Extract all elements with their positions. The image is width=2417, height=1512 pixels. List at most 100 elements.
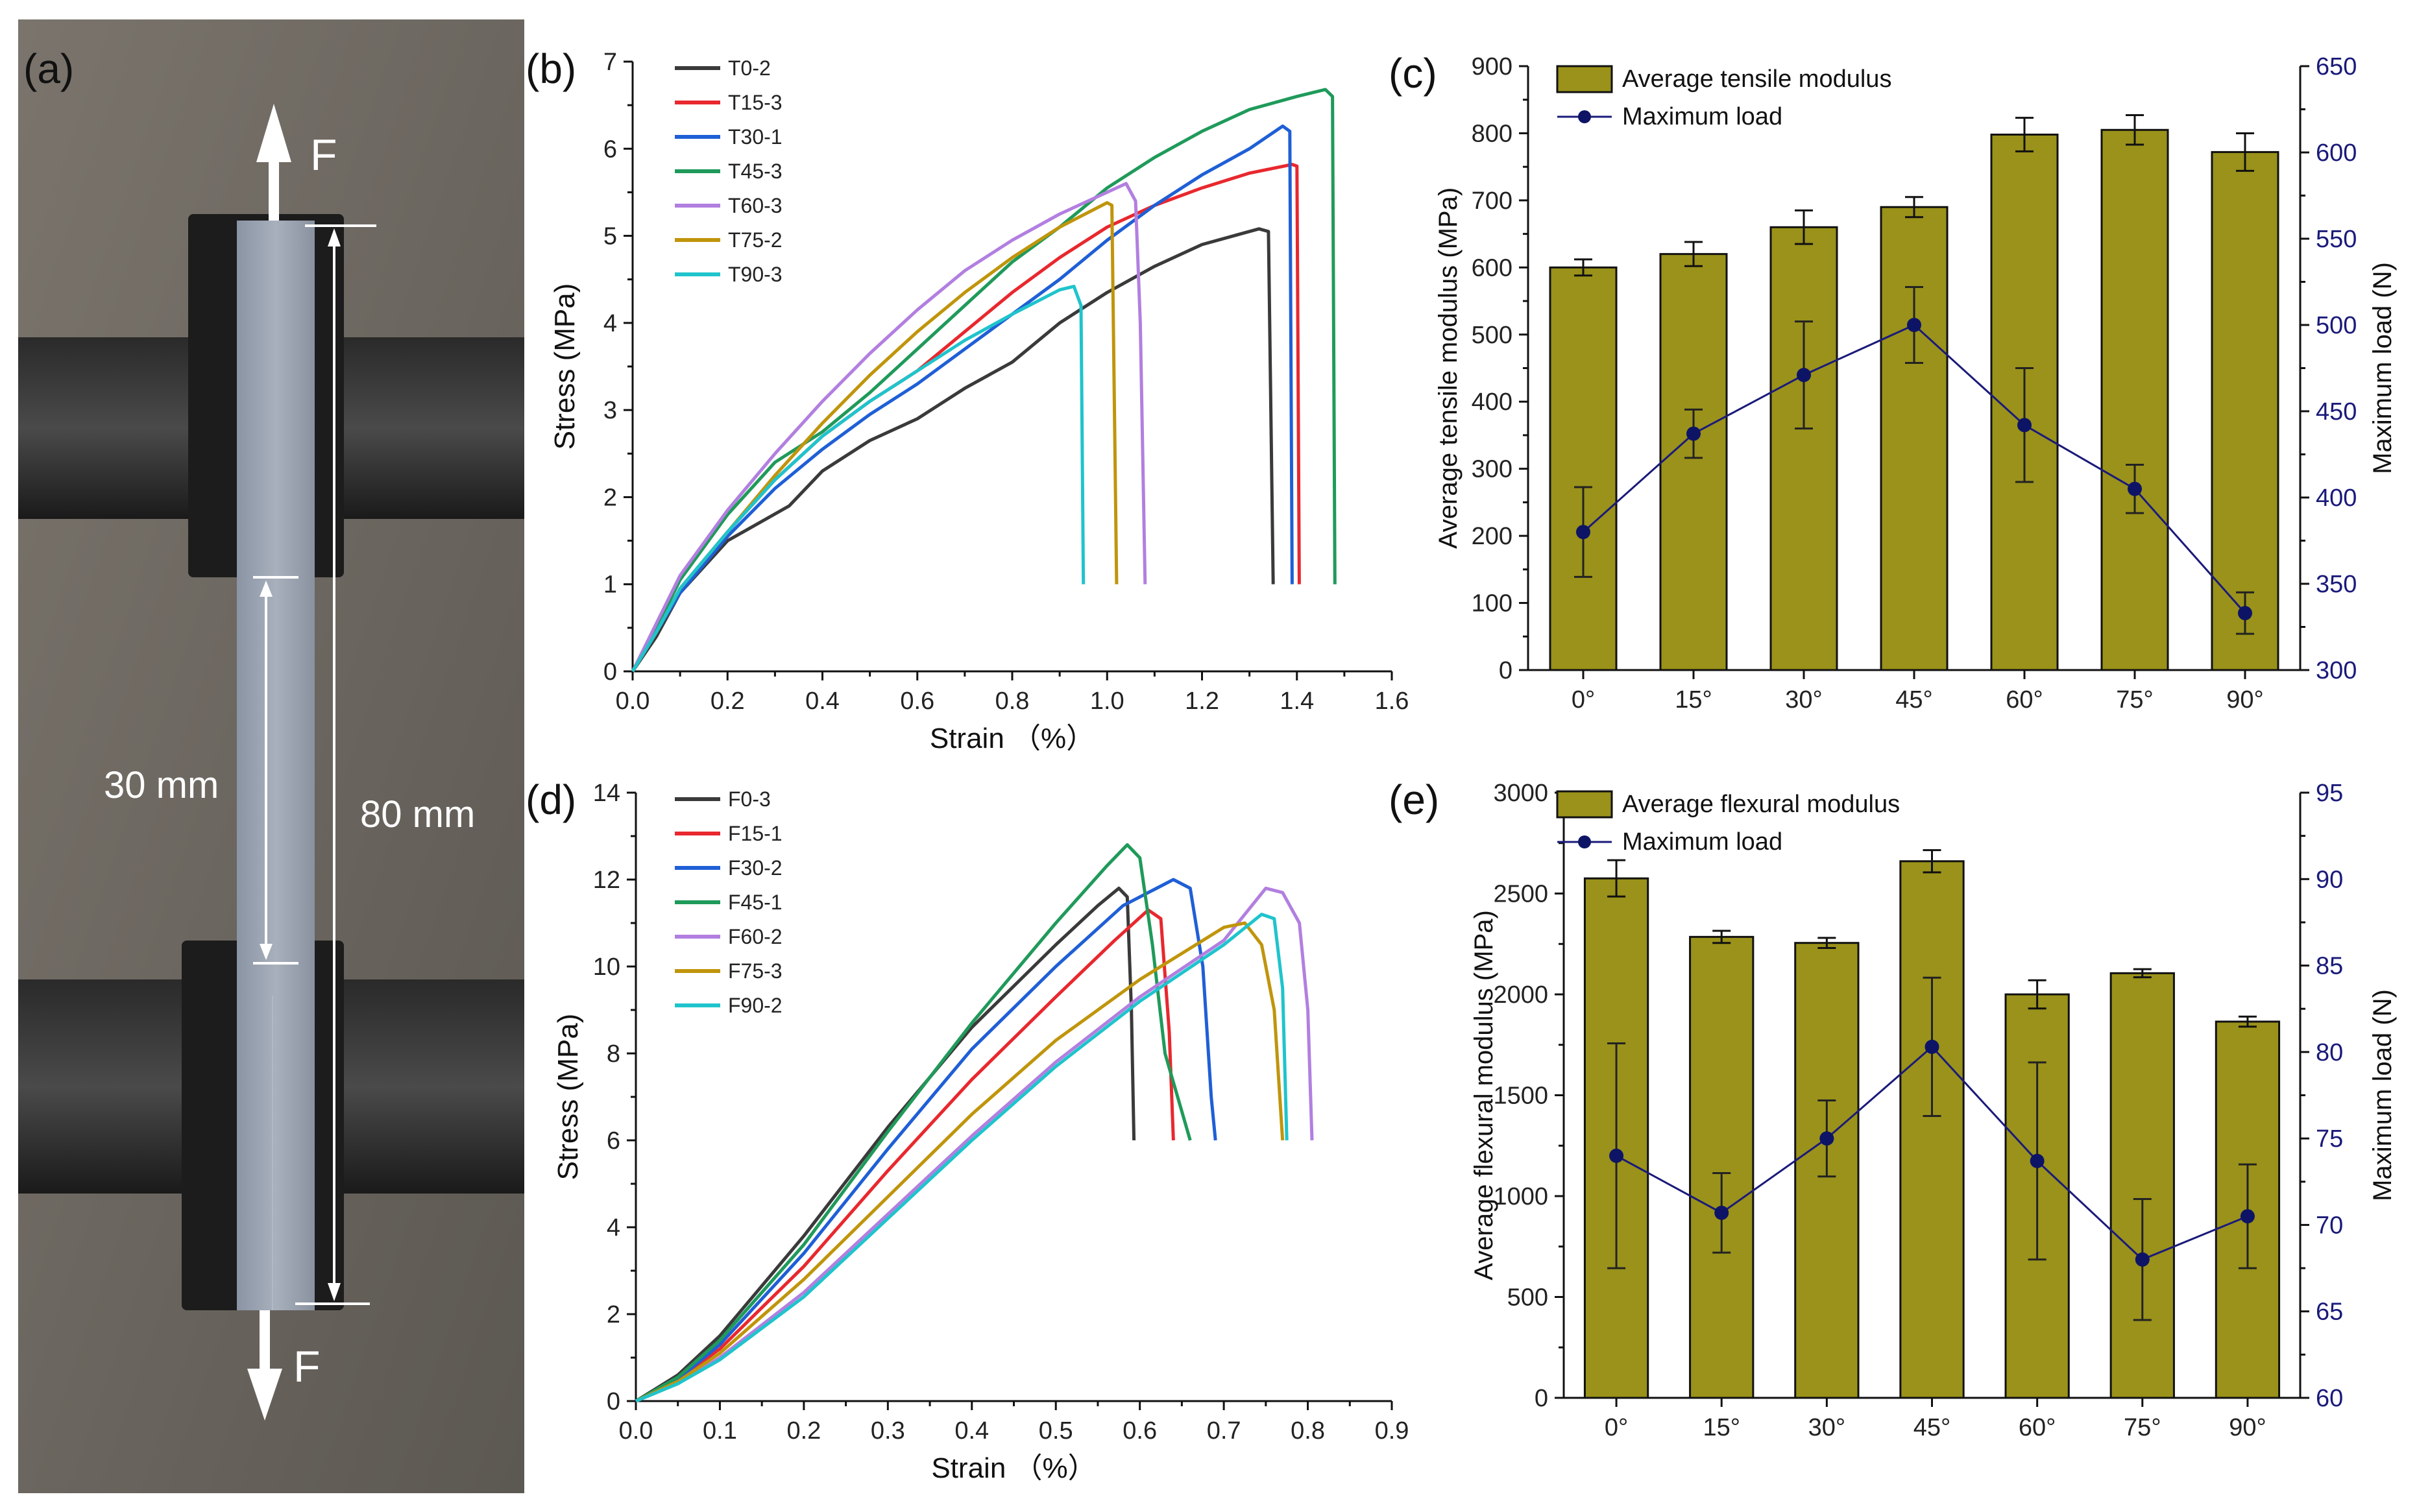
y-axis-title: Stress (MPa) (549, 283, 581, 450)
axes: 0 100 200 300 400 500 600 700 800 900 300 350 400 450… (1434, 53, 2397, 714)
series-line-T45-3 (631, 88, 1337, 673)
x-tick-label: 0.0 (619, 1417, 653, 1445)
y-tick-label: 0 (1499, 657, 1512, 684)
legend-label-F30-2: F30-2 (728, 856, 783, 880)
y-tick-label: 2 (607, 1301, 620, 1328)
load-point-45° (1925, 1039, 1939, 1054)
y-tick-label: 6 (607, 1127, 620, 1155)
y-tick-label: 3000 (1493, 780, 1548, 807)
y-tick-label: 14 (593, 780, 620, 807)
specimen (237, 221, 315, 1310)
y-tick-label: 300 (1472, 456, 1512, 483)
series-line-F90-2 (635, 913, 1289, 1403)
panel-label-b: (b) (526, 45, 576, 92)
legend-label-T15-3: T15-3 (728, 91, 783, 114)
legend-label-T45-3: T45-3 (728, 160, 783, 183)
load-point-30° (1819, 1131, 1834, 1146)
panel-label-a: (a) (23, 45, 74, 92)
series-line-F0-3 (635, 886, 1136, 1403)
x-tick-label: 15° (1675, 686, 1712, 714)
legend-label-T60-3: T60-3 (728, 194, 783, 217)
y-tick-label: 1000 (1493, 1183, 1548, 1210)
load-series (1607, 976, 2257, 1321)
legend-label-F15-1: F15-1 (728, 822, 783, 845)
series-lines (635, 843, 1314, 1403)
legend-swatch-load-point (1578, 110, 1591, 123)
legend-label-T0-2: T0-2 (728, 56, 771, 80)
panel-a-photo: F F 30 mm 80 mm (a) (18, 19, 524, 1493)
y2-tick-label: 80 (2316, 1039, 2343, 1066)
y2-tick-label: 450 (2316, 398, 2357, 426)
series-line-T30-1 (631, 124, 1294, 673)
y2-tick-label: 300 (2316, 657, 2357, 684)
axes: 0.0 0.2 0.4 0.6 0.8 1.0 1.2 1.4 1.6 0 1 2 3 4 5 6 7 Strai… (549, 49, 1409, 754)
bar-90° (2211, 150, 2279, 671)
load-point-30° (1797, 368, 1811, 383)
x-tick-label: 1.4 (1280, 688, 1314, 715)
panel-e-flexural-modulus: (e) 0 500 1000 1500 2000 2500 3000 60 65 70 75 80 85… (1389, 776, 2397, 1441)
x-tick-label: 0.3 (871, 1417, 905, 1445)
load-point-60° (2030, 1153, 2045, 1168)
x-axis-title: Strain （%） (930, 723, 1095, 754)
gauge-arrowhead-bottom-icon (260, 944, 273, 960)
y-tick-label: 600 (1472, 254, 1512, 282)
y-tick-label: 700 (1472, 187, 1512, 215)
x-tick-label: 30° (1808, 1414, 1845, 1441)
x-tick-label: 0.6 (1123, 1417, 1157, 1445)
legend-label-T30-1: T30-1 (728, 125, 783, 149)
y2-axis-title: Maximum load (N) (2368, 262, 2397, 474)
x-tick-label: 45° (1895, 686, 1932, 714)
series-line-F45-1 (635, 843, 1192, 1403)
bar-75° (2100, 128, 2169, 671)
series-line-F60-2 (635, 886, 1314, 1403)
legend: Average flexural modulus Maximum load (1556, 790, 1900, 856)
bar-45° (1899, 860, 1965, 1399)
gauge-length-label: 30 mm (104, 764, 219, 806)
y-tick-label: 3 (603, 397, 617, 424)
y-tick-label: 100 (1472, 590, 1512, 618)
panel-label-e: (e) (1389, 776, 1439, 823)
y2-tick-label: 550 (2316, 226, 2357, 253)
y-tick-label: 400 (1472, 389, 1512, 416)
legend-label-load: Maximum load (1622, 828, 1782, 856)
y-tick-label: 200 (1472, 523, 1512, 550)
legend-label-F0-3: F0-3 (728, 787, 771, 811)
load-point-15° (1686, 426, 1701, 441)
x-tick-label: 0.6 (900, 688, 934, 715)
load-series (1574, 285, 2254, 635)
legend-label-load: Maximum load (1622, 103, 1782, 130)
bar-30° (1769, 226, 1838, 671)
x-tick-label: 75° (2116, 686, 2153, 714)
series-line-T60-3 (631, 182, 1147, 673)
x-tick-label: 0.4 (954, 1417, 989, 1445)
x-tick-label: 30° (1785, 686, 1822, 714)
y-tick-label: 0 (1535, 1385, 1548, 1412)
load-point-75° (2135, 1252, 2150, 1267)
legend: Average tensile modulus Maximum load (1556, 65, 1891, 130)
load-point-0° (1609, 1148, 1624, 1163)
bar-0° (1549, 266, 1618, 671)
series-lines (631, 88, 1337, 673)
legend-label-bar: Average tensile modulus (1622, 66, 1891, 93)
x-tick-label: 0.2 (711, 688, 745, 715)
y-axis-title: Average flexural modulus (MPa) (1470, 910, 1498, 1280)
load-point-15° (1714, 1205, 1729, 1220)
y-axis-title: Stress (MPa) (552, 1014, 584, 1181)
x-tick-label: 90° (2226, 686, 2263, 714)
series-line-F75-3 (635, 921, 1285, 1403)
x-tick-label: 0° (1572, 686, 1595, 714)
x-tick-label: 60° (2006, 686, 2043, 714)
y2-tick-label: 600 (2316, 139, 2357, 167)
bars (1549, 114, 2279, 671)
load-point-60° (2017, 418, 2032, 433)
panel-label-d: (d) (526, 776, 576, 823)
force-label-bottom: F (293, 1342, 321, 1391)
legend-label-T90-3: T90-3 (728, 263, 783, 286)
bar-45° (1880, 206, 1949, 671)
load-point-45° (1907, 318, 1921, 332)
y-tick-label: 2000 (1493, 981, 1548, 1009)
x-tick-label: 0.2 (786, 1417, 821, 1445)
axes: 0 500 1000 1500 2000 2500 3000 60 65 70 75 80 85 90 95… (1470, 780, 2397, 1441)
legend-swatch-bar (1556, 65, 1613, 93)
